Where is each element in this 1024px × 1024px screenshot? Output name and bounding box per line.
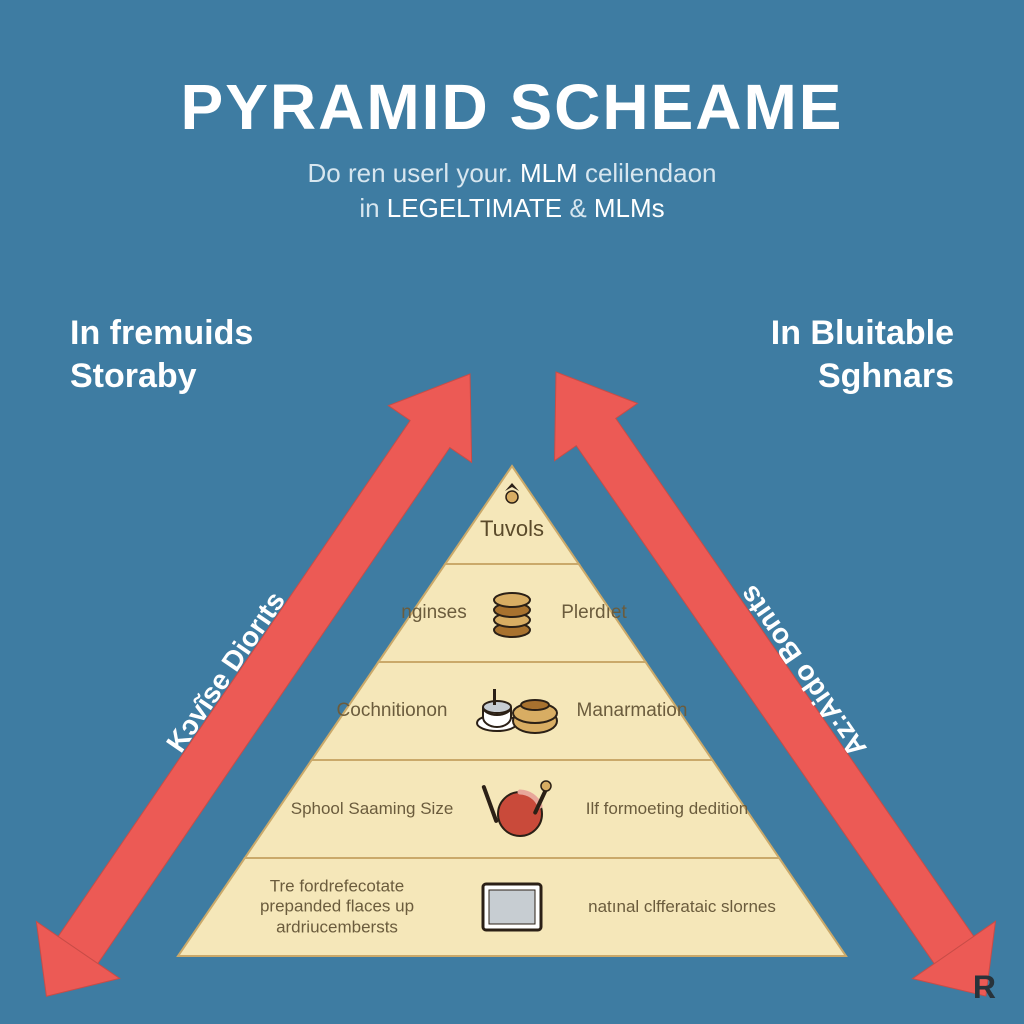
pyramid-tier5-right-label: natınal clfferataic slornes — [588, 897, 776, 917]
pyramid-tier5-icon — [477, 878, 547, 936]
arrow-label-left: Kɔvĩse Diorıts — [160, 586, 292, 758]
pyramid-tier3-left-label: Cochnitionon — [337, 700, 448, 722]
pyramid-tier2-left-label: nginses — [401, 602, 467, 624]
pyramid-tier5-left-label: Tre fordrefecotate prepanded flaces up a… — [260, 876, 414, 937]
subtitle-strong: LEGELTIMATE — [387, 193, 562, 223]
heading-right: In Bluitable Sghnars — [771, 312, 954, 397]
pyramid-tier4-right-label: Ilf formoeting dedition — [586, 799, 749, 819]
arrow-label-right: Aᴢ:Aido Bonıts — [733, 579, 873, 762]
pyramid-tier2-right-label: Plerdıet — [561, 602, 626, 624]
t5l-line: Tre fordrefecotate — [270, 876, 405, 895]
page-title: PYRAMID SCHEAME — [0, 70, 1024, 144]
subtitle-text: celilendaon — [578, 158, 717, 188]
pyramid-tier1-icon — [497, 481, 527, 507]
subtitle-text: in — [359, 193, 386, 223]
heading-right-line1: In Bluitable — [771, 314, 954, 352]
subtitle-text: Do ren userl your. — [308, 158, 520, 188]
subtitle-strong: MLM — [520, 158, 578, 188]
heading-right-line2: Sghnars — [818, 357, 954, 395]
heading-left: In fremuids Storaby — [70, 312, 253, 397]
heading-left-line2: Storaby — [70, 357, 197, 395]
pyramid-tier4-left-label: Sphool Saaming Size — [291, 799, 454, 819]
pyramid-tier2-icon — [489, 586, 535, 640]
pyramid-tier3-right-label: Manarmation — [577, 700, 688, 722]
subtitle-text: & — [562, 193, 594, 223]
t5l-line: prepanded flaces up — [260, 897, 414, 916]
page-subtitle: Do ren userl your. MLM celilendaon in LE… — [0, 156, 1024, 226]
pyramid-tier1-label: Tuvols — [480, 516, 544, 542]
brand-logo: R — [973, 969, 996, 1006]
pyramid-tier3-icon — [473, 683, 563, 739]
pyramid-tier4-icon — [480, 778, 560, 840]
heading-left-line1: In fremuids — [70, 314, 253, 352]
t5l-line: ardriucembersts — [276, 917, 398, 936]
subtitle-strong: MLMs — [594, 193, 665, 223]
